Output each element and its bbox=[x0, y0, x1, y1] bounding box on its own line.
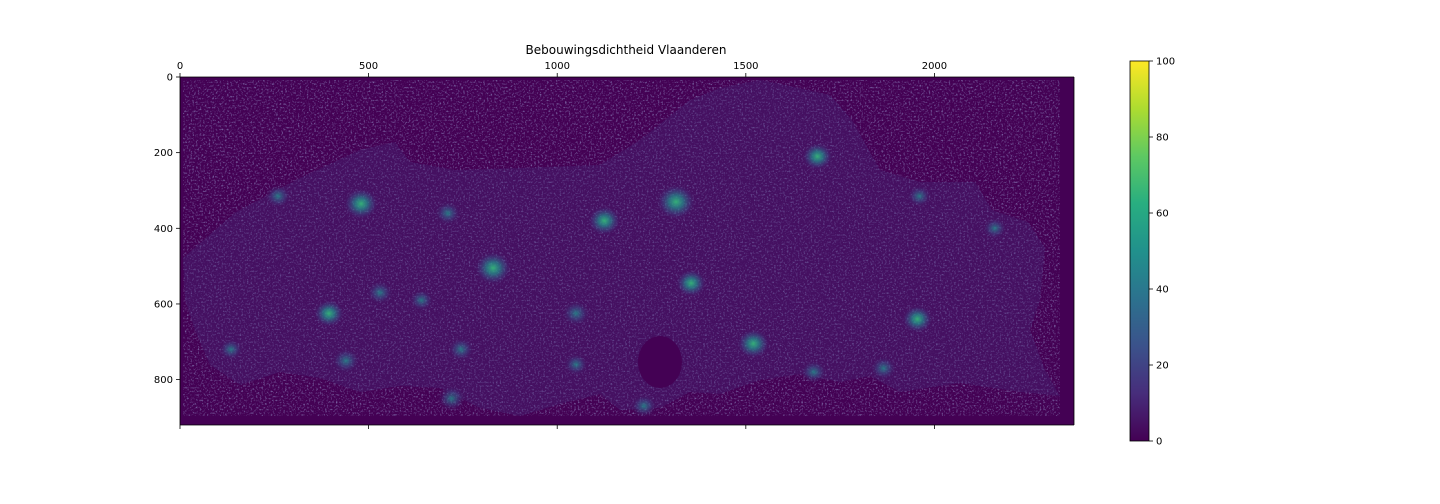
x-axis: 0 500 1000 1500 2000 bbox=[177, 61, 947, 429]
colorbar-ticks: 0 20 40 60 80 100 bbox=[1149, 57, 1175, 448]
hotspot bbox=[982, 216, 1008, 240]
gap-region bbox=[638, 336, 682, 388]
x-tick-label: 1500 bbox=[733, 61, 758, 72]
hotspot bbox=[906, 184, 932, 208]
x-tick-label: 1000 bbox=[544, 61, 569, 72]
hotspot bbox=[901, 304, 934, 334]
colorbar-tick-label: 40 bbox=[1156, 285, 1169, 296]
colorbar-tick-label: 100 bbox=[1156, 57, 1175, 68]
hotspot bbox=[342, 187, 380, 221]
hotspot bbox=[436, 385, 467, 412]
hotspots bbox=[218, 142, 1008, 419]
hotspot bbox=[563, 353, 589, 376]
x-tick-label: 0 bbox=[177, 61, 183, 72]
hotspot bbox=[331, 347, 361, 375]
hotspot bbox=[218, 338, 244, 361]
hotspot bbox=[675, 268, 708, 298]
hotspot bbox=[587, 205, 622, 237]
chart-title: Bebouwingsdichtheid Vlaanderen bbox=[526, 43, 727, 57]
heatmap-image bbox=[180, 77, 1074, 425]
hotspot bbox=[434, 200, 462, 226]
y-tick-label: 600 bbox=[154, 299, 173, 310]
colorbar-gradient bbox=[1129, 60, 1150, 442]
hotspot bbox=[264, 183, 292, 209]
hotspot bbox=[313, 299, 345, 328]
hotspot bbox=[655, 183, 697, 221]
y-tick-label: 200 bbox=[154, 148, 173, 159]
region-base bbox=[183, 80, 1060, 416]
colorbar-tick-label: 0 bbox=[1156, 437, 1162, 448]
hotspot bbox=[447, 337, 475, 362]
hotspot bbox=[801, 142, 834, 171]
x-tick-label: 2000 bbox=[922, 61, 947, 72]
region-texture bbox=[183, 80, 1060, 416]
colorbar-tick-label: 20 bbox=[1156, 361, 1169, 372]
hotspot bbox=[366, 280, 394, 305]
hotspot bbox=[869, 355, 898, 381]
hotspot bbox=[800, 359, 828, 385]
y-tick-label: 800 bbox=[154, 375, 173, 386]
colorbar-tick-label: 60 bbox=[1156, 209, 1169, 220]
hotspot bbox=[630, 393, 658, 419]
plot-frame bbox=[179, 76, 1075, 426]
hotspot bbox=[408, 288, 435, 312]
colorbar-tick-label: 80 bbox=[1156, 133, 1169, 144]
hotspot bbox=[561, 300, 591, 327]
y-axis: 0 200 400 600 800 bbox=[154, 73, 180, 386]
hotspot bbox=[473, 250, 513, 286]
hotspot bbox=[736, 328, 771, 359]
y-tick-label: 0 bbox=[167, 73, 173, 84]
colorbar: 0 20 40 60 80 100 bbox=[1129, 57, 1175, 448]
y-tick-label: 400 bbox=[154, 224, 173, 235]
x-tick-label: 500 bbox=[359, 61, 378, 72]
